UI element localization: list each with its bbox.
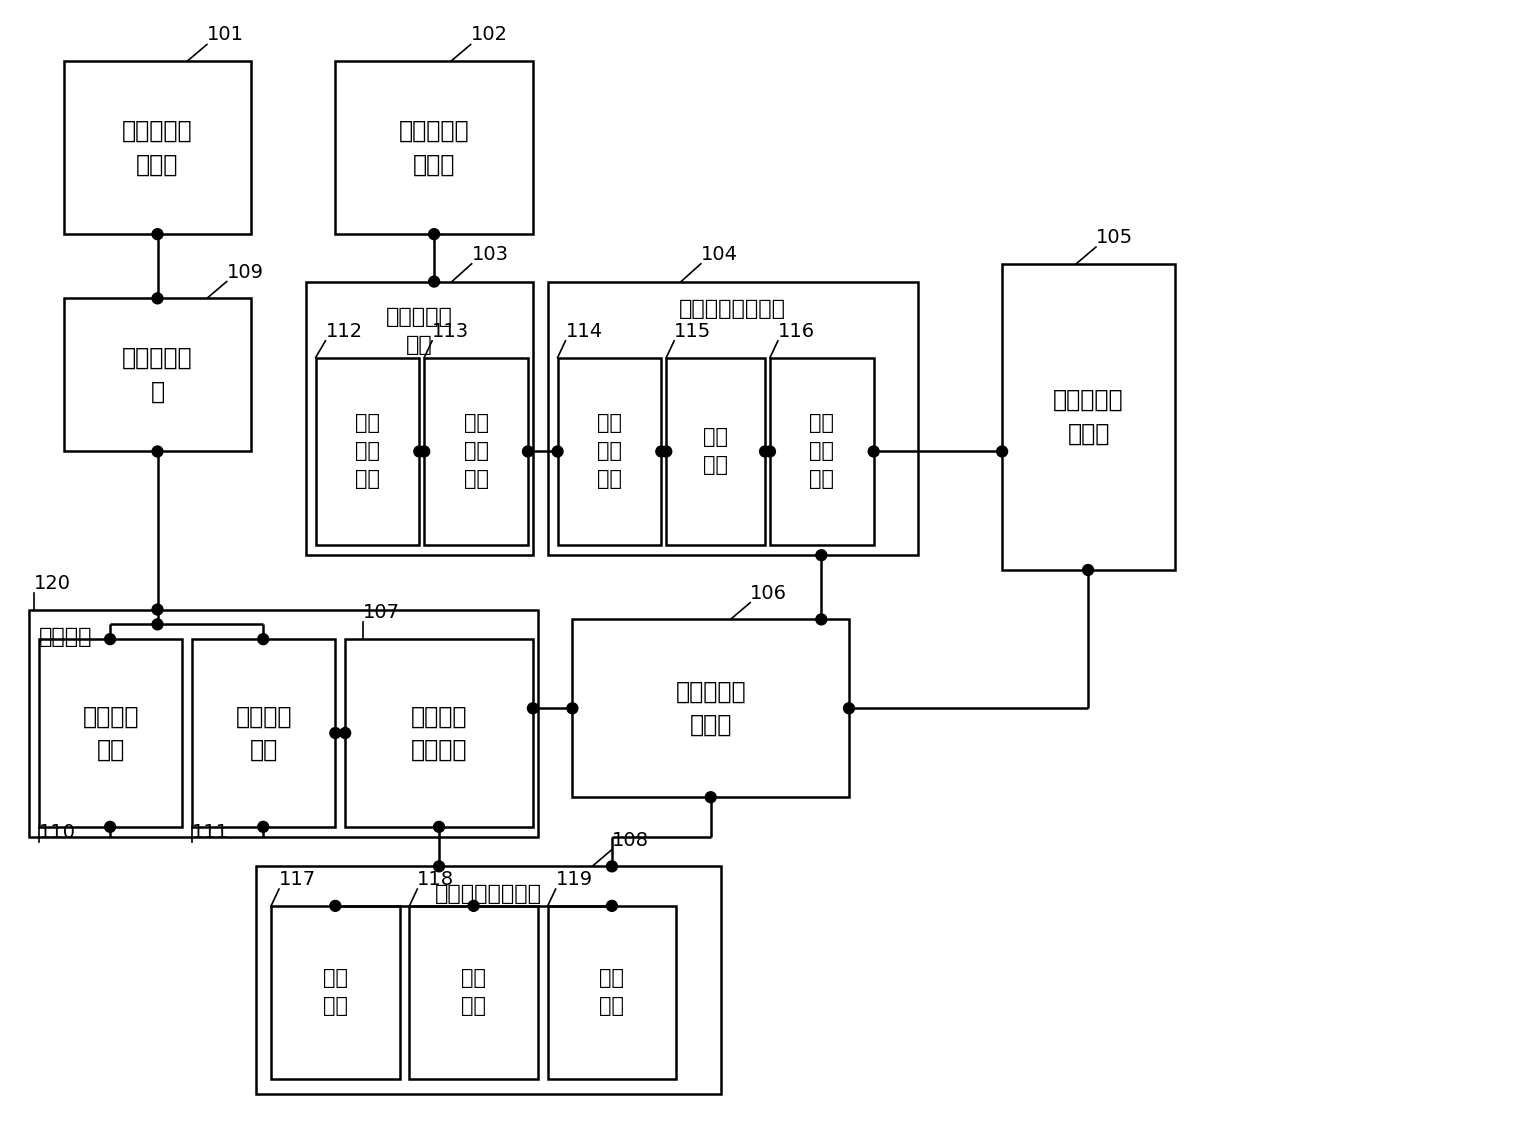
Bar <box>410 906 537 1079</box>
Bar <box>272 906 399 1079</box>
Text: 工频频率存
储模块: 工频频率存 储模块 <box>1053 388 1124 445</box>
Circle shape <box>655 447 666 457</box>
Bar <box>548 906 675 1079</box>
Text: 106: 106 <box>751 584 787 603</box>
Circle shape <box>764 447 775 457</box>
Text: 101: 101 <box>207 25 244 45</box>
Circle shape <box>414 447 425 457</box>
Circle shape <box>258 634 269 644</box>
Text: 显示
单元: 显示 单元 <box>322 968 348 1016</box>
Bar <box>256 867 720 1094</box>
Circle shape <box>433 861 445 871</box>
Bar <box>63 298 252 451</box>
Bar <box>573 619 849 797</box>
Circle shape <box>258 821 269 833</box>
Text: 低通滤波
模块: 低通滤波 模块 <box>235 705 292 762</box>
Text: 103: 103 <box>471 244 508 264</box>
Bar <box>424 357 528 546</box>
Text: 117: 117 <box>279 870 316 890</box>
Text: 工频信号采
集模块: 工频信号采 集模块 <box>399 119 470 177</box>
Bar <box>557 357 662 546</box>
Circle shape <box>330 727 341 739</box>
Text: 110: 110 <box>38 822 75 842</box>
Text: 105: 105 <box>1096 228 1133 247</box>
Bar <box>316 357 419 546</box>
Circle shape <box>339 727 350 739</box>
Text: 频谱
内插
单元: 频谱 内插 单元 <box>809 413 835 490</box>
Circle shape <box>869 447 880 457</box>
Bar <box>771 357 873 546</box>
Text: 人体信号
陷波模块: 人体信号 陷波模块 <box>411 705 467 762</box>
Text: 信号
增益
单元: 信号 增益 单元 <box>355 413 381 490</box>
Circle shape <box>760 447 771 457</box>
Text: 滤波模块: 滤波模块 <box>38 627 92 648</box>
Circle shape <box>330 900 341 911</box>
Bar <box>335 62 533 234</box>
Bar <box>63 62 252 234</box>
Text: 120: 120 <box>34 573 71 593</box>
Circle shape <box>553 447 563 457</box>
Text: 114: 114 <box>565 322 603 340</box>
Text: 115: 115 <box>674 322 711 340</box>
Circle shape <box>566 702 577 714</box>
Circle shape <box>817 614 827 625</box>
Text: 滤波结果输出模块: 滤波结果输出模块 <box>434 884 542 904</box>
Text: 111: 111 <box>192 822 229 842</box>
Text: 112: 112 <box>325 322 362 340</box>
Text: 高通滤波
模块: 高通滤波 模块 <box>83 705 138 762</box>
Circle shape <box>705 791 717 803</box>
Circle shape <box>468 900 479 911</box>
Circle shape <box>428 228 439 240</box>
Circle shape <box>419 447 430 457</box>
Circle shape <box>660 447 672 457</box>
Bar <box>548 282 918 555</box>
Text: 119: 119 <box>556 870 593 890</box>
Text: 109: 109 <box>227 263 264 282</box>
Circle shape <box>844 702 855 714</box>
Text: 人体信号采
集模块: 人体信号采 集模块 <box>123 119 193 177</box>
Circle shape <box>433 821 445 833</box>
Bar <box>192 640 335 827</box>
Text: 118: 118 <box>418 870 454 890</box>
Bar <box>1002 264 1174 570</box>
Text: 113: 113 <box>433 322 470 340</box>
Bar <box>305 282 533 555</box>
Text: 滤波选择模
块: 滤波选择模 块 <box>123 346 193 403</box>
Circle shape <box>428 276 439 287</box>
Circle shape <box>817 549 827 561</box>
Circle shape <box>528 702 539 714</box>
Text: 波形
变换
单元: 波形 变换 单元 <box>597 413 622 490</box>
Text: 107: 107 <box>362 603 401 622</box>
Text: 工频频率对
比模块: 工频频率对 比模块 <box>675 679 746 737</box>
Text: 存储
单元: 存储 单元 <box>599 968 625 1016</box>
Circle shape <box>152 293 163 304</box>
Circle shape <box>152 604 163 614</box>
Circle shape <box>1082 564 1093 576</box>
Circle shape <box>152 619 163 629</box>
Circle shape <box>104 634 115 644</box>
Circle shape <box>152 228 163 240</box>
Text: 信号
判断
单元: 信号 判断 单元 <box>464 413 488 490</box>
Circle shape <box>104 821 115 833</box>
Text: 加窗
单元: 加窗 单元 <box>703 427 728 475</box>
Text: 104: 104 <box>701 244 738 264</box>
Circle shape <box>606 861 617 871</box>
Text: 116: 116 <box>778 322 815 340</box>
Text: 108: 108 <box>612 830 649 850</box>
Text: 自适应调节
模块: 自适应调节 模块 <box>385 307 453 355</box>
Bar <box>29 610 537 837</box>
Circle shape <box>606 900 617 911</box>
Bar <box>666 357 764 546</box>
Text: 102: 102 <box>471 25 508 45</box>
Bar <box>38 640 183 827</box>
Bar <box>345 640 533 827</box>
Text: 工频信号分析模块: 工频信号分析模块 <box>678 299 786 320</box>
Circle shape <box>522 447 533 457</box>
Circle shape <box>996 447 1007 457</box>
Text: 打印
单元: 打印 单元 <box>460 968 487 1016</box>
Circle shape <box>152 447 163 457</box>
